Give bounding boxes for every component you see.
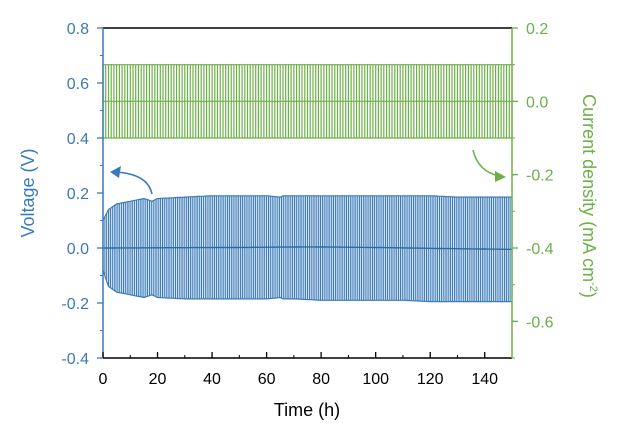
y-right-tick-label: -0.2 bbox=[526, 168, 554, 185]
y-right-tick-label: -0.4 bbox=[526, 241, 554, 258]
x-tick-label: 80 bbox=[312, 371, 330, 388]
y-left-tick-label: -0.2 bbox=[61, 296, 89, 313]
voltage-axis-arrowhead bbox=[110, 166, 121, 178]
y-right-tick-label: -0.6 bbox=[526, 314, 554, 331]
y-left-tick-label: 0.4 bbox=[67, 131, 89, 148]
voltage-series-upper-envelope bbox=[102, 195, 512, 221]
x-tick-label: 20 bbox=[149, 371, 167, 388]
y-left-axis-title: Voltage (V) bbox=[18, 148, 38, 237]
y-left-tick-label: 0.6 bbox=[67, 76, 89, 93]
voltage-axis-arrow bbox=[115, 171, 153, 195]
y-right-axis-title-close: ) bbox=[579, 292, 599, 298]
axes: 0 20 40 60 80 100 120 140 -0.4 -0.2 0.0 0.2 0.4 0.6 0.… bbox=[61, 21, 553, 388]
y-right-tick-label: 0.0 bbox=[526, 94, 548, 111]
voltage-series-center bbox=[103, 246, 513, 251]
x-tick-label: 100 bbox=[362, 371, 389, 388]
y-left-tick-label: -0.4 bbox=[61, 351, 89, 368]
y-right-axis-title-main: Current density (mA cm bbox=[579, 94, 599, 282]
current-axis-arrowhead bbox=[495, 171, 506, 182]
x-tick-label: 0 bbox=[99, 371, 108, 388]
x-tick-label: 120 bbox=[417, 371, 444, 388]
x-tick-label: 140 bbox=[471, 371, 498, 388]
y-left-tick-label: 0.2 bbox=[67, 186, 89, 203]
x-tick-label: 40 bbox=[203, 371, 221, 388]
y-right-tick-label: 0.2 bbox=[526, 21, 548, 38]
y-right-axis-title-sup: -2 bbox=[587, 282, 599, 292]
y-left-tick-label: 0.8 bbox=[67, 21, 89, 38]
x-axis-title: Time (h) bbox=[274, 400, 340, 420]
y-right-axis-title: Current density (mA cm-2) bbox=[579, 94, 599, 298]
plot-area bbox=[102, 64, 513, 303]
x-tick-label: 60 bbox=[258, 371, 276, 388]
voltage-series-lower-envelope bbox=[102, 269, 512, 303]
y-left-tick-label: 0.0 bbox=[67, 241, 89, 258]
annotations bbox=[110, 149, 506, 195]
